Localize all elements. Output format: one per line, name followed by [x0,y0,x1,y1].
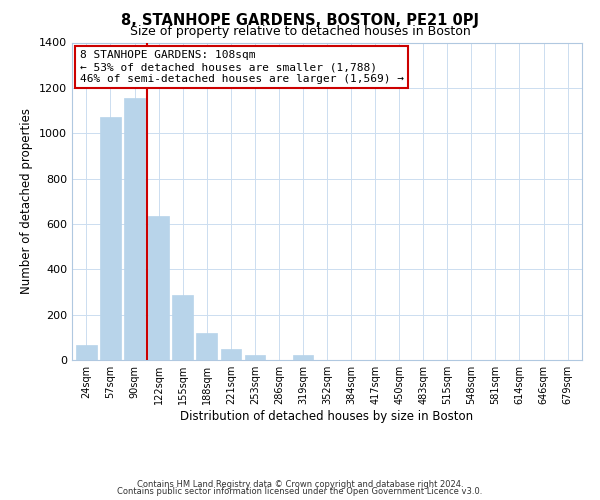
Text: 8, STANHOPE GARDENS, BOSTON, PE21 0PJ: 8, STANHOPE GARDENS, BOSTON, PE21 0PJ [121,12,479,28]
Text: 8 STANHOPE GARDENS: 108sqm
← 53% of detached houses are smaller (1,788)
46% of s: 8 STANHOPE GARDENS: 108sqm ← 53% of deta… [80,50,404,84]
Bar [196,333,217,360]
Y-axis label: Number of detached properties: Number of detached properties [20,108,34,294]
Bar [76,346,97,360]
Bar [221,349,241,360]
Bar [293,355,313,360]
Bar [245,355,265,360]
Bar [124,98,145,360]
Text: Contains HM Land Registry data © Crown copyright and database right 2024.: Contains HM Land Registry data © Crown c… [137,480,463,489]
X-axis label: Distribution of detached houses by size in Boston: Distribution of detached houses by size … [181,410,473,423]
Bar [148,216,169,360]
Text: Contains public sector information licensed under the Open Government Licence v3: Contains public sector information licen… [118,487,482,496]
Bar [172,296,193,360]
Bar [100,118,121,360]
Text: Size of property relative to detached houses in Boston: Size of property relative to detached ho… [130,25,470,38]
